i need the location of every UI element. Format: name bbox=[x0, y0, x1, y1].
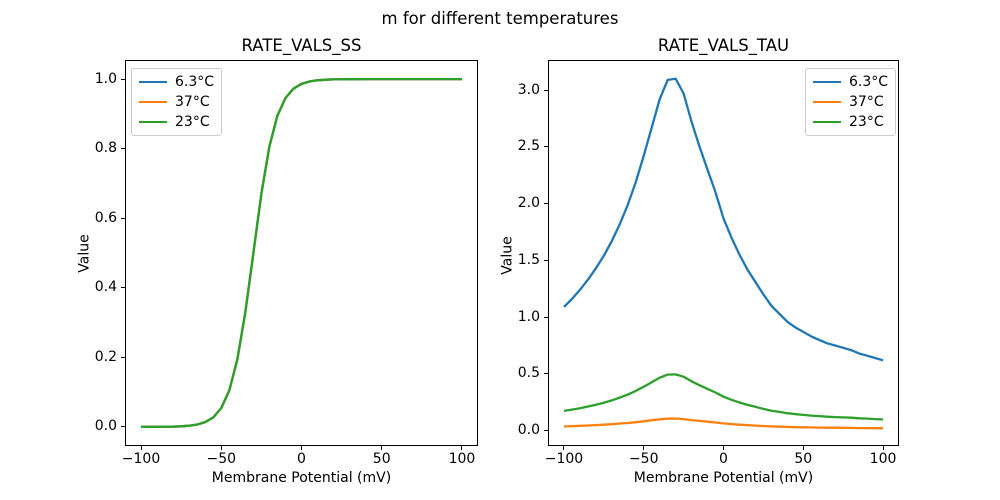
legend-label: 6.3°C bbox=[175, 74, 215, 90]
x-tick-mark bbox=[140, 446, 142, 450]
x-tick-label: 50 bbox=[794, 451, 813, 467]
left-x-axis-label: Membrane Potential (mV) bbox=[211, 470, 392, 486]
y-tick-label: 0.0 bbox=[94, 418, 117, 435]
legend-label: 23°C bbox=[849, 114, 884, 130]
x-tick-label: −50 bbox=[628, 451, 659, 467]
y-tick-label: 0.5 bbox=[517, 365, 540, 382]
y-tick-label: 0.0 bbox=[517, 422, 540, 439]
x-tick-label: 100 bbox=[869, 451, 897, 467]
y-tick-mark bbox=[544, 316, 548, 318]
right-plot-curves bbox=[563, 77, 884, 430]
x-tick-label: −100 bbox=[544, 451, 584, 467]
right-curve-6.3°C bbox=[563, 77, 884, 362]
legend-line-swatch bbox=[813, 120, 841, 124]
right-plot-title: RATE_VALS_TAU bbox=[657, 36, 790, 55]
y-tick-mark bbox=[544, 89, 548, 91]
x-tick-mark bbox=[461, 446, 463, 450]
right-curve-37°C bbox=[563, 417, 884, 430]
x-tick-label: 100 bbox=[448, 451, 476, 467]
y-tick-mark bbox=[121, 148, 125, 150]
left-plot-title: RATE_VALS_SS bbox=[241, 36, 362, 55]
legend-item: 37°C bbox=[813, 94, 888, 110]
legend-label: 23°C bbox=[175, 114, 210, 130]
left-curve-23°C bbox=[140, 77, 462, 429]
legend-line-swatch bbox=[813, 100, 841, 104]
y-tick-mark bbox=[121, 356, 125, 358]
y-tick-mark bbox=[121, 78, 125, 80]
right-legend: 6.3°C 37°C 23°C bbox=[805, 68, 897, 136]
legend-item: 6.3°C bbox=[813, 74, 888, 90]
y-tick-label: 1.0 bbox=[517, 308, 540, 325]
left-y-axis-label: Value bbox=[76, 234, 93, 273]
legend-line-swatch bbox=[139, 80, 167, 84]
legend-item: 23°C bbox=[813, 114, 888, 130]
y-tick-mark bbox=[544, 203, 548, 205]
x-tick-label: 0 bbox=[719, 451, 728, 467]
legend-label: 6.3°C bbox=[849, 74, 889, 90]
x-tick-mark bbox=[802, 446, 804, 450]
y-tick-mark bbox=[544, 373, 548, 375]
y-tick-label: 0.6 bbox=[94, 209, 117, 226]
y-tick-mark bbox=[544, 259, 548, 261]
y-tick-mark bbox=[121, 217, 125, 219]
x-tick-mark bbox=[643, 446, 645, 450]
y-tick-label: 2.0 bbox=[517, 195, 540, 212]
figure-suptitle: m for different temperatures bbox=[381, 9, 619, 28]
left-plot-curves bbox=[140, 77, 462, 429]
left-legend: 6.3°C 37°C 23°C bbox=[131, 68, 223, 136]
x-tick-label: 50 bbox=[372, 451, 391, 467]
legend-label: 37°C bbox=[175, 94, 210, 110]
legend-line-swatch bbox=[139, 100, 167, 104]
legend-item: 37°C bbox=[139, 94, 214, 110]
x-tick-mark bbox=[220, 446, 222, 450]
y-tick-label: 2.5 bbox=[517, 138, 540, 155]
x-tick-mark bbox=[882, 446, 884, 450]
x-tick-label: −50 bbox=[206, 451, 237, 467]
y-tick-label: 1.5 bbox=[517, 251, 540, 268]
x-tick-mark bbox=[723, 446, 724, 450]
y-tick-label: 0.4 bbox=[94, 279, 117, 296]
y-tick-mark bbox=[121, 287, 125, 289]
legend-line-swatch bbox=[139, 120, 167, 124]
x-tick-mark bbox=[301, 446, 302, 450]
legend-label: 37°C bbox=[849, 94, 884, 110]
y-tick-label: 1.0 bbox=[94, 70, 117, 87]
y-tick-mark bbox=[121, 426, 125, 428]
y-tick-mark bbox=[544, 430, 548, 432]
y-tick-mark bbox=[544, 146, 548, 148]
y-tick-label: 3.0 bbox=[517, 81, 540, 98]
legend-item: 6.3°C bbox=[139, 74, 214, 90]
x-tick-mark bbox=[563, 446, 565, 450]
y-tick-label: 0.8 bbox=[94, 140, 117, 157]
right-curve-23°C bbox=[563, 373, 884, 421]
x-tick-mark bbox=[381, 446, 383, 450]
y-tick-label: 0.2 bbox=[94, 348, 117, 365]
x-tick-label: 0 bbox=[297, 451, 306, 467]
legend-line-swatch bbox=[813, 80, 841, 84]
legend-item: 23°C bbox=[139, 114, 214, 130]
right-x-axis-label: Membrane Potential (mV) bbox=[633, 470, 814, 486]
x-tick-label: −100 bbox=[121, 451, 161, 467]
